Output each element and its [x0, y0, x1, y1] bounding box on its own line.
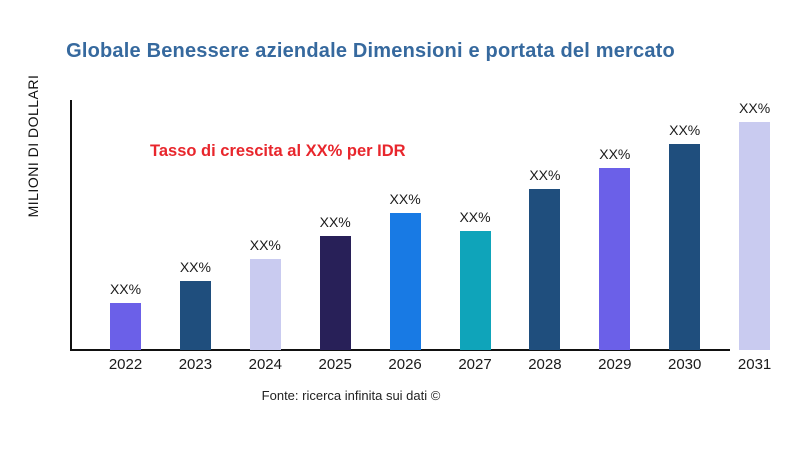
bar — [599, 168, 631, 350]
bar — [110, 303, 141, 350]
x-tick-label: 2028 — [528, 356, 562, 373]
x-axis-line — [70, 349, 730, 351]
bar — [179, 281, 211, 350]
growth-rate-annotation: Tasso di crescita al XX% per IDR — [150, 142, 406, 160]
bar — [669, 144, 701, 350]
bar-value-label: XX% — [249, 237, 281, 253]
y-axis-line — [70, 100, 72, 351]
bar-value-label: XX% — [109, 281, 142, 297]
bar-value-label: XX% — [179, 259, 211, 275]
x-tick-label: 2022 — [108, 356, 143, 373]
x-tick-label: 2027 — [458, 356, 492, 373]
chart-title: Globale Benessere aziendale Dimensioni e… — [66, 40, 675, 62]
bar-value-label: XX% — [599, 146, 631, 162]
x-tick-label: 2031 — [737, 356, 772, 373]
bar-value-label: XX% — [459, 209, 491, 225]
bar — [529, 189, 561, 350]
bar — [389, 213, 421, 350]
x-tick-label: 2029 — [598, 356, 632, 373]
bar-value-label: XX% — [389, 191, 421, 207]
bar-value-label: XX% — [669, 122, 701, 138]
source-note: Fonte: ricerca infinita sui dati © — [261, 388, 441, 403]
x-tick-label: 2023 — [178, 356, 213, 373]
x-tick-label: 2030 — [668, 356, 702, 373]
bar — [459, 231, 491, 350]
bar — [249, 259, 281, 350]
x-tick-label: 2024 — [248, 356, 282, 373]
x-tick-label: 2026 — [388, 356, 422, 373]
y-axis-label: MILIONI DI DOLLARI — [25, 74, 41, 218]
bar-value-label: XX% — [739, 100, 771, 116]
x-tick-label: 2025 — [318, 356, 352, 373]
bar-value-label: XX% — [529, 167, 561, 183]
bar — [739, 122, 771, 350]
bar-value-label: XX% — [319, 214, 351, 230]
bar — [319, 236, 351, 350]
